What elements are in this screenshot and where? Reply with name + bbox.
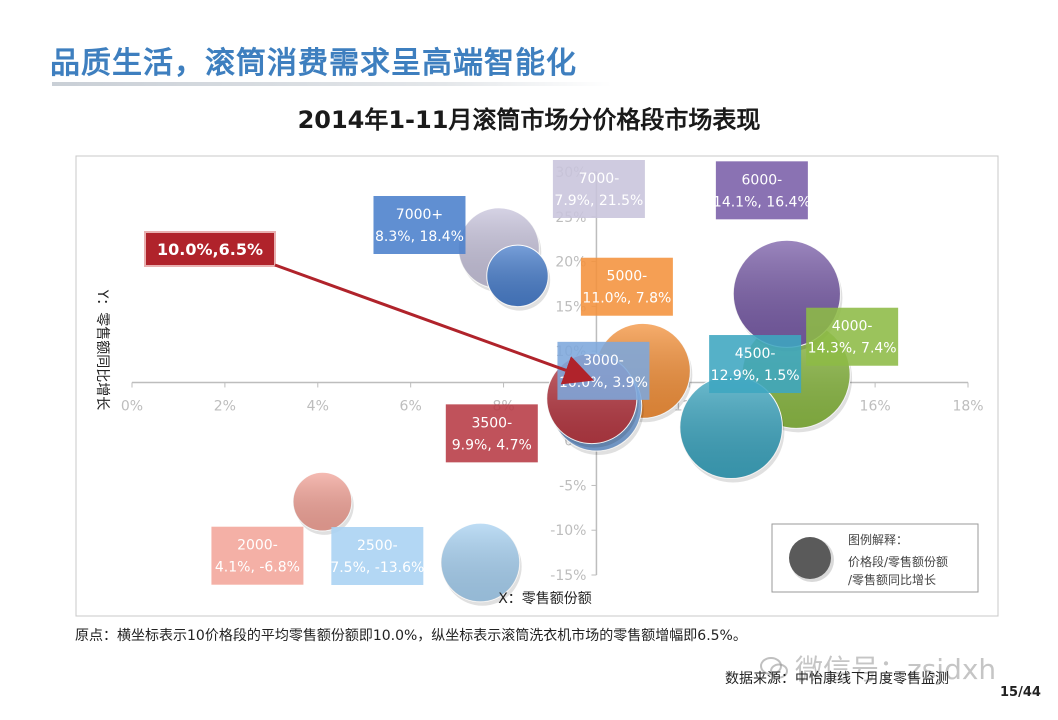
- data-label-box: [580, 257, 673, 316]
- data-label-name: 4000-: [832, 319, 873, 335]
- data-label-name: 2500-: [357, 538, 398, 554]
- y-tick-label: 20%: [555, 255, 586, 271]
- data-label-values: 10.0%, 3.9%: [559, 375, 648, 391]
- data-label-values: 11.0%, 7.8%: [582, 291, 671, 307]
- data-label-name: 3000-: [583, 353, 624, 369]
- data-label-4000: 4000- 14.3%, 7.4%: [806, 307, 899, 366]
- data-label-6000: 6000- 14.1%, 16.4%: [713, 161, 811, 220]
- data-label-box: [552, 160, 645, 218]
- legend-line-2: /零售额同比增长: [848, 572, 936, 587]
- data-label-values: 7.5%, -13.6%: [330, 560, 424, 576]
- x-tick-label: 16%: [860, 398, 891, 414]
- data-label-values: 4.1%, -6.8%: [215, 560, 300, 576]
- data-label-7000: 7000- 7.9%, 21.5%: [552, 160, 645, 218]
- data-label-values: 9.9%, 4.7%: [452, 437, 532, 453]
- footnote: 原点：横坐标表示10价格段的平均零售额份额即10.0%，纵坐标表示滚筒洗衣机市场…: [75, 628, 747, 644]
- legend-title: 图例解释：: [848, 533, 908, 547]
- y-tick-label: -15%: [550, 568, 586, 584]
- data-source: 数据来源：中怡康线下月度零售监测: [725, 671, 949, 687]
- data-label-4500: 4500- 12.9%, 1.5%: [709, 335, 802, 394]
- page-number: 15/44: [1000, 685, 1041, 700]
- y-axis-label: Y：零售额同比增长: [94, 289, 110, 411]
- origin-label-box: [144, 231, 276, 267]
- title-divider: [52, 82, 612, 86]
- data-label-box: [709, 335, 802, 394]
- data-label-box: [715, 161, 808, 220]
- data-label-name: 6000-: [742, 172, 783, 188]
- x-tick-label: 6%: [400, 398, 422, 414]
- y-tick-label: -10%: [550, 523, 586, 539]
- data-label-box: [331, 527, 424, 585]
- data-label-box: [806, 307, 899, 366]
- data-label-2000: 2000- 4.1%, -6.8%: [211, 526, 304, 585]
- x-tick-label: 0%: [121, 398, 143, 414]
- bubble-shade: [679, 375, 783, 479]
- y-tick-label: 15%: [555, 299, 586, 315]
- data-label-values: 12.9%, 1.5%: [711, 368, 800, 384]
- x-tick-label: 4%: [307, 398, 329, 414]
- page-title: 品质生活，滚筒消费需求呈高端智能化: [50, 46, 577, 81]
- data-label-name: 7000-: [579, 171, 620, 187]
- bubble-shade: [486, 245, 549, 307]
- bubble-shade: [440, 523, 520, 602]
- data-label-2500: 2500- 7.5%, -13.6%: [330, 527, 424, 585]
- data-label-values: 7.9%, 21.5%: [554, 193, 643, 209]
- data-label-name: 7000+: [396, 207, 443, 223]
- legend-bubble: [789, 537, 831, 579]
- data-label-5000: 5000- 11.0%, 7.8%: [580, 257, 673, 316]
- data-label-box: [211, 526, 304, 585]
- y-tick-label: -5%: [559, 478, 586, 494]
- x-tick-label: 2%: [214, 398, 236, 414]
- data-label-name: 5000-: [607, 269, 648, 285]
- data-label-name: 4500-: [735, 346, 776, 362]
- data-label-values: 14.1%, 16.4%: [713, 194, 811, 210]
- x-axis-label: X：零售额份额: [498, 591, 592, 607]
- chart-title: 2014年1-11月滚筒市场分价格段市场表现: [297, 106, 761, 134]
- data-label-box: [445, 404, 538, 463]
- data-label-values: 14.3%, 7.4%: [808, 341, 897, 357]
- bubble-shade: [293, 472, 352, 531]
- data-label-name: 2000-: [237, 538, 278, 554]
- data-label-7000plus: 7000+ 8.3%, 18.4%: [373, 196, 466, 255]
- x-tick-label: 18%: [952, 398, 983, 414]
- watermark: 微信号：zsjdxh: [795, 653, 997, 686]
- data-label-3500: 3500- 9.9%, 4.7%: [445, 404, 538, 463]
- origin-label: 10.0%,6.5%: [157, 240, 263, 259]
- legend-line-1: 价格段/零售额份额: [848, 554, 948, 569]
- origin-arrow: [274, 263, 595, 385]
- data-label-values: 8.3%, 18.4%: [375, 229, 464, 245]
- data-label-box: [373, 196, 466, 255]
- wechat-icon: [760, 657, 788, 679]
- data-label-name: 3500-: [471, 415, 512, 431]
